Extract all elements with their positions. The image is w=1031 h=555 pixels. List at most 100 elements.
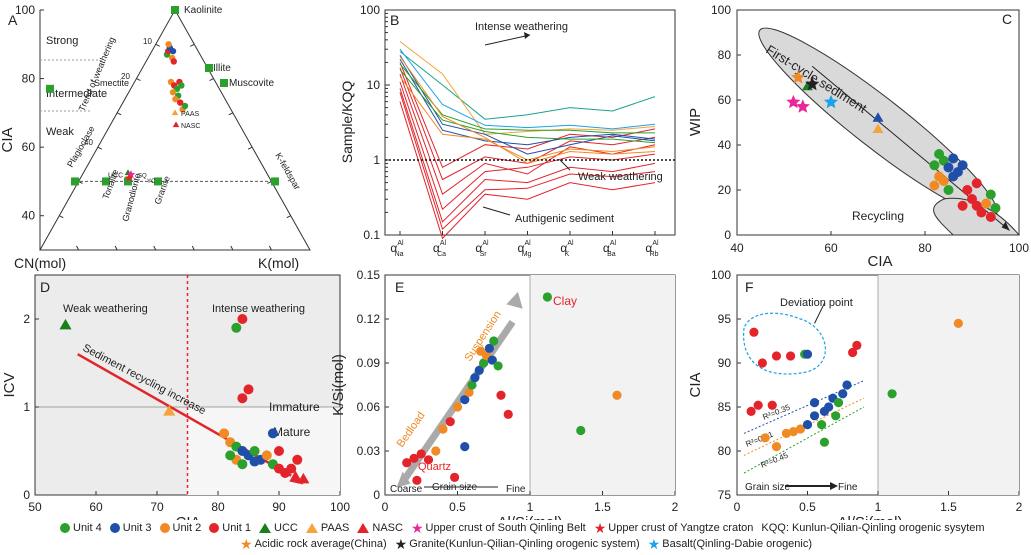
legend-row-1: Unit 4 Unit 3 Unit 2 Unit 1 UCC PAAS NASC ★ Uppe… [60, 520, 993, 537]
panel-D: 50 60 70 80 90 100 0 1 2 CIA ICV D Weak weathering In… [1, 274, 350, 520]
data-point [169, 89, 177, 96]
y-tick-label: 75 [718, 488, 732, 502]
data-point [842, 380, 852, 390]
x-tick-label: 70 [150, 500, 164, 514]
legend-item: NASC [357, 522, 403, 534]
legend-symbol-star: ★ [410, 520, 424, 537]
data-point [237, 314, 248, 324]
data-point [460, 395, 470, 405]
data-point [838, 389, 848, 399]
data-point [957, 200, 968, 211]
y-tick-label: 1 [23, 400, 30, 414]
legend-item: UCC [259, 522, 298, 534]
y-axis-label: Sample/KQQ [339, 81, 355, 164]
y-tick-label: 60 [718, 93, 732, 107]
data-point [938, 176, 949, 186]
data-point [612, 390, 622, 400]
data-point [489, 336, 499, 346]
annotation: Immature [269, 400, 320, 414]
legend-label: Unit 3 [122, 522, 152, 534]
legend-label: KQQ: Kunlun-Qilian-Qinling orogenic sysy… [761, 522, 985, 534]
data-point [237, 393, 248, 404]
y-tick-label: 1 [373, 153, 380, 167]
y-axis-label: CIA [0, 127, 16, 152]
annotation: Clay [553, 294, 577, 308]
data-point [781, 428, 791, 438]
x-tick-sub: Mg [522, 251, 532, 258]
x-tick-label: 80 [211, 500, 225, 514]
y-tick-label: 60 [22, 140, 36, 154]
x-tick-label: αAl Na [390, 240, 404, 258]
data-point [445, 417, 455, 427]
zone-label: Weak [46, 126, 74, 138]
ref-label: SQ [138, 174, 147, 180]
y-tick-label: 0.06 [357, 400, 381, 414]
series-line [399, 76, 656, 161]
data-point [749, 327, 759, 337]
data-point [431, 446, 441, 456]
annotation: Fine [506, 484, 526, 495]
legend-label: Unit 4 [73, 522, 102, 534]
x-tick-label: 60 [89, 500, 103, 514]
data-point [249, 456, 260, 467]
series-line [399, 63, 655, 134]
data-point [848, 347, 858, 358]
arrow-head [830, 482, 838, 490]
tick-mark [78, 180, 83, 184]
annotation: Bedload [395, 410, 428, 450]
tick-mark [230, 245, 234, 251]
x-tick-sub: Ba [607, 251, 616, 258]
recycling-zone [933, 197, 1021, 236]
data-point [286, 463, 297, 474]
data-point [292, 454, 303, 465]
vertex-label: Smectite [94, 78, 129, 88]
series-line [399, 88, 656, 223]
series-line [399, 69, 656, 144]
y-tick-label: 40 [22, 209, 36, 223]
y-tick-label: 0.1 [363, 228, 380, 242]
x-tick-label: αAl Mg [518, 240, 532, 258]
legend-symbol-star: ★ [394, 536, 408, 553]
vertex-marker [220, 79, 228, 87]
data-point [795, 424, 806, 434]
reference-marker [872, 112, 884, 122]
mature-zone [187, 407, 340, 495]
data-point [476, 346, 486, 356]
legend-item: ★ Upper crust of Yangtze craton [594, 521, 754, 535]
y-tick-label: 95 [718, 312, 732, 326]
annotation: Fine [838, 482, 858, 493]
annotation: Weak weathering [63, 303, 148, 315]
data-point [971, 178, 982, 189]
data-point [943, 185, 954, 195]
legend-item: PAAS [305, 522, 349, 534]
tick-mark [136, 78, 141, 82]
x-tick-sub: Na [395, 251, 404, 258]
series-line [399, 101, 656, 240]
corner-label: K(mol) [258, 255, 299, 271]
panel-letter: D [40, 279, 50, 295]
x-tick-label: αAl Ba [603, 240, 617, 258]
data-point [484, 343, 494, 353]
y-axis-label: WIP [687, 108, 704, 136]
y-tick-label: 100 [15, 3, 35, 17]
y-tick-label: 0.03 [357, 444, 381, 458]
legend-symbol-circle [60, 523, 70, 534]
x-tick-sub: Ca [437, 251, 446, 258]
annotation: Quartz [418, 461, 451, 473]
x-tick-label: 60 [824, 241, 838, 255]
x-tick-label: 100 [1009, 241, 1029, 255]
series-line [399, 51, 656, 120]
deviation-zone [743, 312, 826, 375]
legend-symbol-star: ★ [240, 536, 253, 553]
data-point [170, 58, 177, 65]
legend-label: Acidic rock average(China) [254, 538, 387, 550]
data-point [423, 455, 434, 465]
ref-label: NASC [181, 123, 200, 130]
reference-marker [59, 318, 72, 330]
legend-item: Unit 4 [60, 522, 102, 534]
x-tick-label: 1.5 [594, 500, 611, 514]
x-tick-sup: Al [610, 240, 617, 247]
x-tick-label: 1 [875, 500, 882, 514]
vertex-label: K-feldspar [273, 151, 302, 192]
vertex-label: Kaolinite [184, 5, 223, 16]
